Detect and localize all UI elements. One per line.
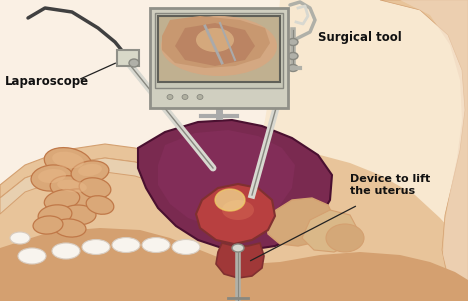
Ellipse shape [57,180,87,192]
Ellipse shape [129,59,139,67]
Ellipse shape [60,189,100,211]
Ellipse shape [52,152,84,168]
Ellipse shape [79,178,111,198]
FancyBboxPatch shape [155,13,283,88]
Ellipse shape [31,165,73,191]
Polygon shape [266,198,334,246]
Ellipse shape [172,240,200,255]
FancyBboxPatch shape [150,8,288,108]
Ellipse shape [50,176,94,200]
Ellipse shape [33,216,63,234]
Polygon shape [380,0,468,301]
Polygon shape [0,228,468,301]
Polygon shape [0,144,162,198]
Ellipse shape [161,16,277,76]
Ellipse shape [232,244,244,252]
Polygon shape [250,0,468,301]
Polygon shape [162,16,270,68]
Polygon shape [196,184,275,244]
Ellipse shape [38,205,72,225]
Ellipse shape [86,196,114,214]
Ellipse shape [288,52,298,60]
Ellipse shape [82,240,110,255]
Polygon shape [216,243,264,278]
Ellipse shape [10,232,30,244]
Ellipse shape [326,224,364,252]
Text: Surgical tool: Surgical tool [318,32,402,45]
Polygon shape [302,210,358,252]
Polygon shape [175,23,255,66]
Ellipse shape [54,219,86,237]
Ellipse shape [44,190,80,210]
Ellipse shape [197,95,203,100]
Ellipse shape [60,205,96,225]
Ellipse shape [142,237,170,253]
Ellipse shape [182,95,188,100]
Ellipse shape [78,164,102,176]
Ellipse shape [196,28,234,52]
Ellipse shape [112,237,140,253]
Ellipse shape [71,161,109,183]
Polygon shape [158,130,295,228]
FancyBboxPatch shape [117,50,139,66]
Ellipse shape [167,95,173,100]
Text: Laparoscope: Laparoscope [5,76,89,88]
Polygon shape [0,158,185,214]
Ellipse shape [288,64,298,72]
Ellipse shape [215,189,245,211]
Polygon shape [138,120,332,250]
Ellipse shape [288,39,298,45]
Ellipse shape [222,200,254,220]
Ellipse shape [44,147,92,176]
Polygon shape [400,0,468,301]
Ellipse shape [18,248,46,264]
Ellipse shape [38,169,66,183]
Polygon shape [0,148,468,301]
Text: Device to lift
the uterus: Device to lift the uterus [350,174,430,196]
FancyBboxPatch shape [158,16,280,82]
Ellipse shape [52,243,80,259]
